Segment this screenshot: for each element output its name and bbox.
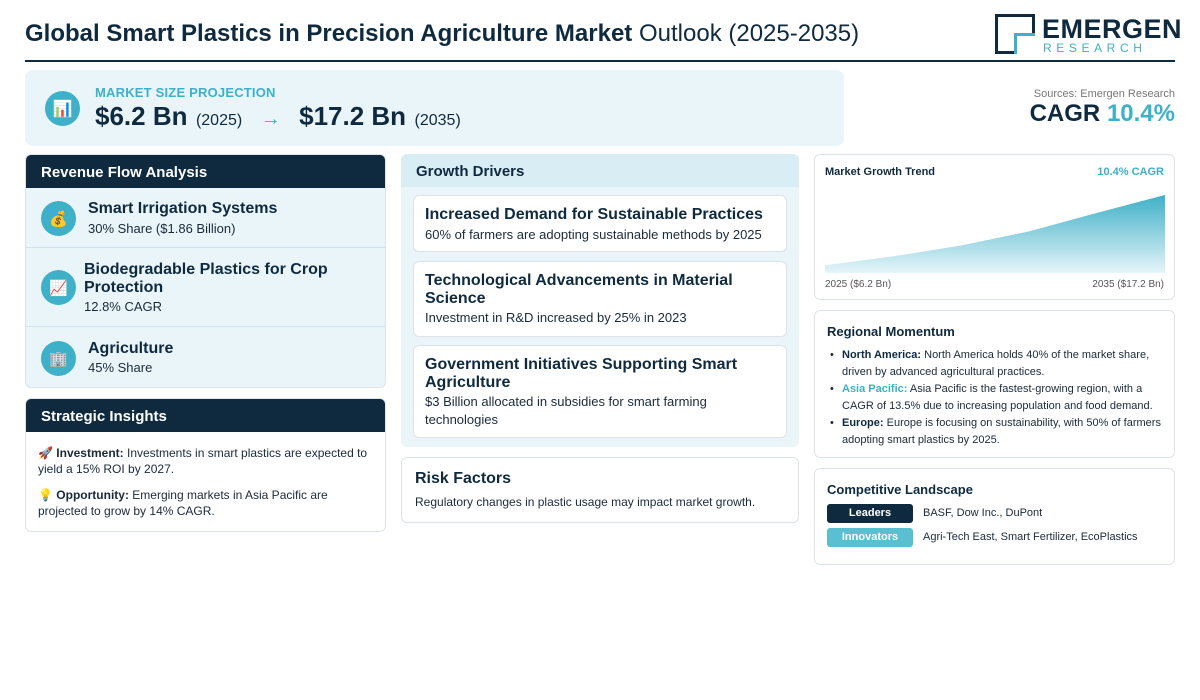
revenue-item-sub: 30% Share ($1.86 Billion) [88, 221, 236, 236]
insight-label: Investment: [56, 446, 124, 460]
driver-sub: $3 Billion allocated in subsidies for sm… [425, 394, 707, 427]
projection-start-year: (2025) [195, 112, 243, 129]
page-title-bold: Global Smart Plastics in Precision Agric… [25, 20, 633, 47]
projection-end-year: (2035) [414, 112, 461, 129]
insight-investment: 🚀 Investment: Investments in smart plast… [26, 445, 385, 477]
region-name: North America: [842, 349, 922, 361]
insight-label: Opportunity: [56, 488, 129, 502]
cagr-value: 10.4% [1106, 100, 1175, 127]
revenue-item-sub: 45% Share [88, 360, 153, 375]
logo-wordmark: EMERGEN [1042, 14, 1183, 44]
insight-text: Investments in smart plastics are expect… [38, 446, 368, 476]
growth-area-chart [825, 195, 1165, 273]
risk-factors-title: Risk Factors [415, 470, 512, 487]
innovators-badge: Innovators [827, 528, 913, 547]
trend-up-icon: 📈 [41, 270, 76, 305]
regional-momentum-card: Regional Momentum North America: North A… [814, 310, 1175, 458]
competitive-landscape-title: Competitive Landscape [827, 482, 973, 497]
chart-icon: 📊 [45, 91, 80, 126]
growth-drivers-title: Growth Drivers [401, 154, 799, 187]
risk-factors-text: Regulatory changes in plastic usage may … [415, 495, 756, 509]
money-bag-icon: 💰 [41, 201, 76, 236]
driver-sub: Investment in R&D increased by 25% in 20… [425, 310, 687, 325]
market-size-banner: 📊 MARKET SIZE PROJECTION $6.2 Bn (2025) … [25, 70, 844, 146]
page-header: Global Smart Plastics in Precision Agric… [25, 12, 1182, 62]
emergen-logo: EMERGEN RESEARCH [995, 14, 1182, 56]
page-title: Global Smart Plastics in Precision Agric… [25, 20, 859, 48]
leaders-list: BASF, Dow Inc., DuPont [923, 507, 1043, 519]
risk-factors-card: Risk Factors Regulatory changes in plast… [401, 457, 799, 523]
building-icon: 🏢 [41, 341, 76, 376]
logo-mark-icon [995, 14, 1035, 54]
growth-drivers-card: Growth Drivers Increased Demand for Sust… [401, 154, 799, 447]
list-item: 🏢 Agriculture 45% Share [26, 327, 385, 387]
driver-title: Technological Advancements in Material S… [425, 272, 733, 307]
logo-subtext: RESEARCH [1043, 41, 1147, 55]
chart-x-end-label: 2035 ($17.2 Bn) [1092, 279, 1164, 290]
list-item: North America: North America holds 40% o… [827, 347, 1165, 380]
list-item: 📈 Biodegradable Plastics for Crop Protec… [26, 248, 385, 327]
strategic-insights-card: Strategic Insights 🚀 Investment: Investm… [25, 398, 386, 532]
insight-text: Emerging markets in Asia Pacific are pro… [38, 488, 328, 518]
revenue-flow-card: Revenue Flow Analysis 💰 Smart Irrigation… [25, 154, 386, 388]
sources-note: Sources: Emergen Research [1033, 88, 1175, 100]
driver-item: Technological Advancements in Material S… [413, 261, 787, 337]
region-text: Europe is focusing on sustainability, wi… [842, 417, 1161, 446]
region-text: North America holds 40% of the market sh… [842, 349, 1150, 378]
regional-list: North America: North America holds 40% o… [827, 347, 1165, 449]
innovators-list: Agri-Tech East, Smart Fertilizer, EcoPla… [923, 531, 1138, 543]
chart-annotation: 10.4% CAGR [1097, 166, 1164, 178]
projection-end-value: $17.2 Bn [299, 101, 407, 131]
regional-momentum-title: Regional Momentum [827, 324, 955, 339]
driver-title: Government Initiatives Supporting Smart … [425, 356, 738, 391]
revenue-item-sub: 12.8% CAGR [84, 299, 163, 314]
projection-values: $6.2 Bn (2025) → $17.2 Bn (2035) [95, 101, 461, 132]
list-item: 💰 Smart Irrigation Systems 30% Share ($1… [26, 188, 385, 248]
revenue-item-title: Agriculture [88, 340, 174, 357]
list-item: Asia Pacific: Asia Pacific is the fastes… [827, 381, 1165, 414]
insight-opportunity: 💡 Opportunity: Emerging markets in Asia … [26, 487, 385, 519]
projection-label: MARKET SIZE PROJECTION [95, 85, 276, 100]
revenue-item-title: Biodegradable Plastics for Crop Protecti… [84, 261, 328, 296]
region-name: Europe: [842, 417, 884, 429]
market-growth-trend-card: Market Growth Trend 10.4% CAGR 2025 ($6.… [814, 154, 1175, 300]
region-text: Asia Pacific is the fastest-growing regi… [842, 383, 1153, 412]
driver-item: Government Initiatives Supporting Smart … [413, 345, 787, 438]
region-name: Asia Pacific: [842, 383, 908, 395]
driver-item: Increased Demand for Sustainable Practic… [413, 195, 787, 252]
competitive-landscape-card: Competitive Landscape Leaders BASF, Dow … [814, 468, 1175, 565]
revenue-flow-title: Revenue Flow Analysis [26, 155, 385, 188]
strategic-insights-title: Strategic Insights [26, 399, 385, 432]
projection-start-value: $6.2 Bn [95, 101, 188, 131]
lightbulb-icon: 💡 [38, 488, 53, 502]
leaders-badge: Leaders [827, 504, 913, 523]
driver-sub: 60% of farmers are adopting sustainable … [425, 227, 762, 242]
chart-area-series [825, 195, 1165, 273]
revenue-item-title: Smart Irrigation Systems [88, 200, 278, 217]
list-item: Europe: Europe is focusing on sustainabi… [827, 415, 1165, 448]
driver-title: Increased Demand for Sustainable Practic… [425, 206, 763, 223]
chart-title: Market Growth Trend [825, 166, 936, 178]
cagr-label: CAGR [1029, 100, 1101, 127]
chart-x-start-label: 2025 ($6.2 Bn) [825, 279, 892, 290]
page-title-light: Outlook (2025-2035) [638, 20, 860, 47]
rocket-icon: 🚀 [38, 446, 53, 460]
cagr-summary: CAGR 10.4% [1030, 100, 1175, 128]
arrow-right-icon: → [260, 108, 281, 130]
